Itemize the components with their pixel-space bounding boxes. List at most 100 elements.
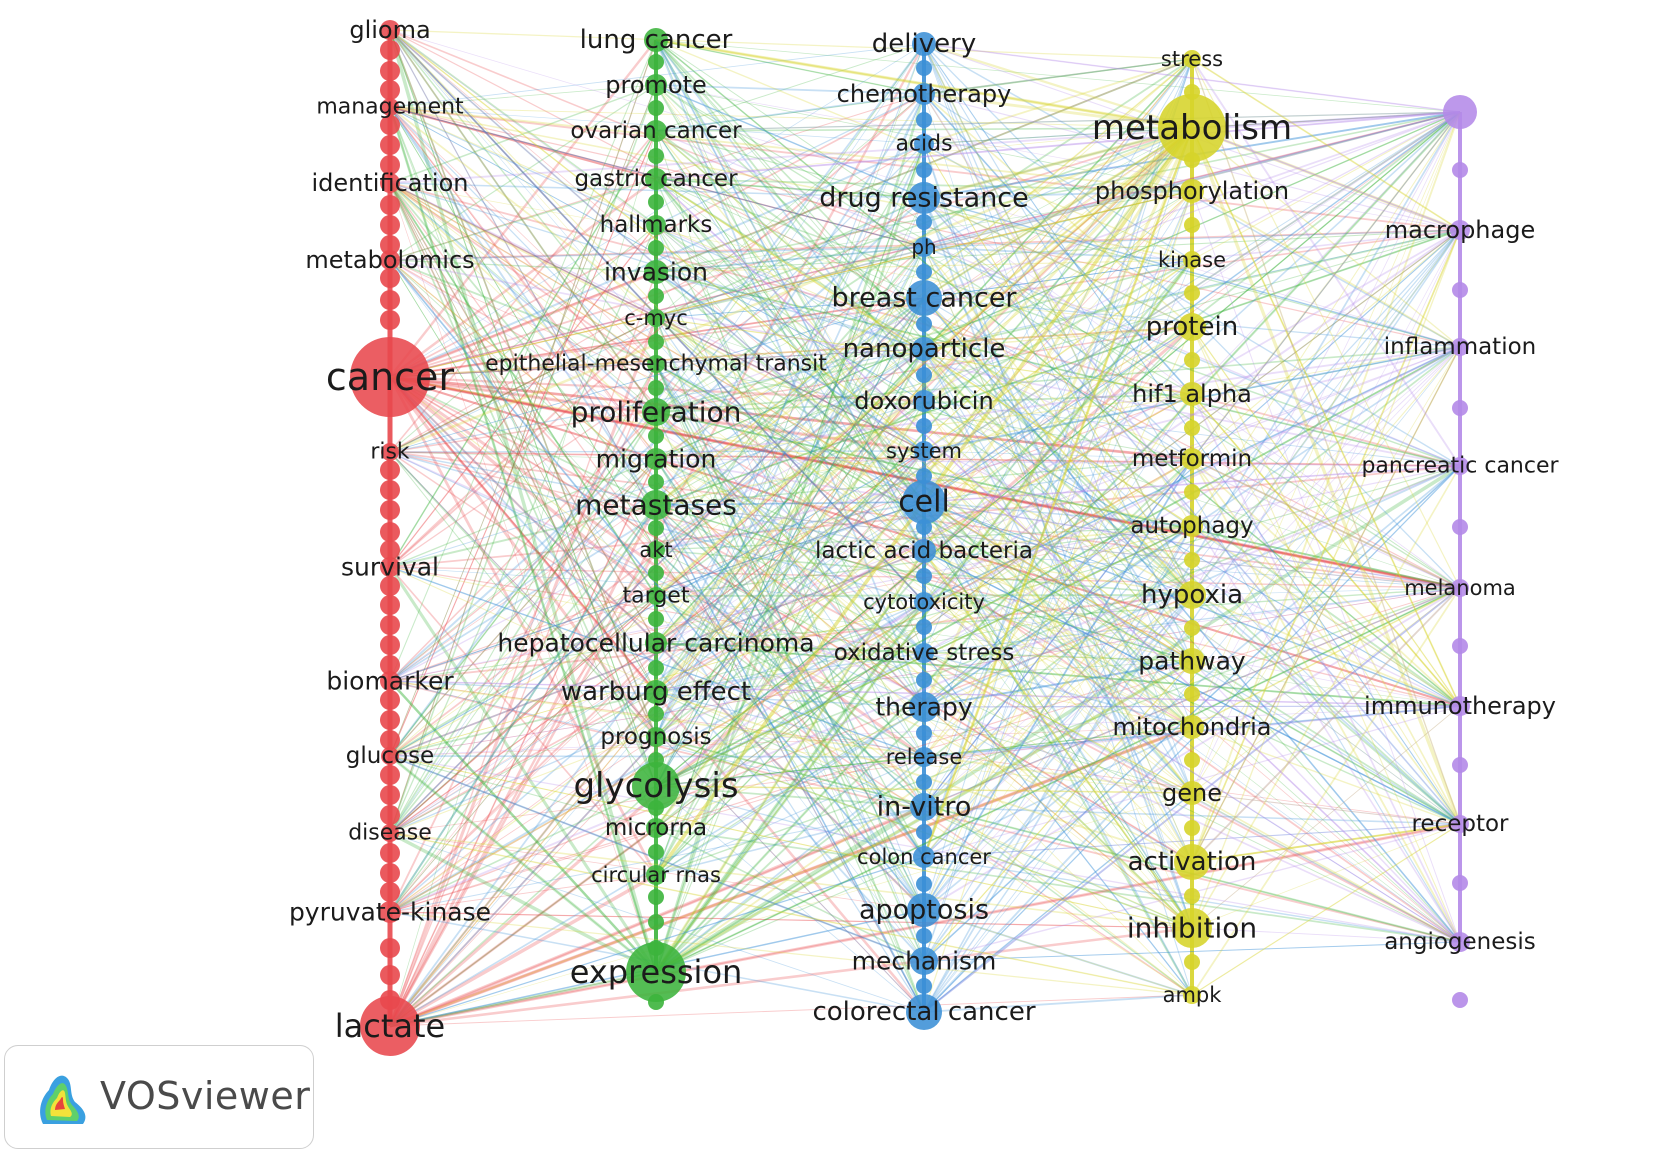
keyword-node[interactable]: [644, 680, 668, 704]
keyword-node[interactable]: [380, 805, 400, 825]
keyword-node[interactable]: [1451, 579, 1469, 597]
keyword-node[interactable]: [916, 725, 932, 741]
keyword-node[interactable]: [645, 120, 667, 142]
keyword-node[interactable]: [380, 655, 400, 675]
keyword-node[interactable]: [380, 635, 400, 655]
keyword-node[interactable]: [1184, 484, 1200, 500]
keyword-node[interactable]: [907, 893, 941, 927]
keyword-node[interactable]: [648, 844, 664, 860]
keyword-node[interactable]: [380, 615, 400, 635]
keyword-node[interactable]: [1183, 986, 1201, 1004]
keyword-node[interactable]: [1172, 908, 1212, 948]
keyword-node[interactable]: [380, 522, 400, 542]
keyword-node[interactable]: [646, 215, 666, 235]
keyword-node[interactable]: [380, 460, 400, 480]
keyword-node[interactable]: [916, 774, 932, 790]
keyword-node[interactable]: [914, 134, 934, 154]
keyword-node[interactable]: [913, 390, 935, 412]
keyword-node[interactable]: [1180, 715, 1204, 739]
keyword-node[interactable]: [1443, 95, 1477, 129]
keyword-node[interactable]: [916, 112, 932, 128]
keyword-node[interactable]: [914, 441, 934, 461]
keyword-node[interactable]: [902, 480, 946, 524]
keyword-node[interactable]: [913, 846, 935, 868]
keyword-node[interactable]: [912, 539, 936, 563]
keyword-node[interactable]: [381, 443, 399, 461]
keyword-node[interactable]: [906, 280, 942, 316]
keyword-node[interactable]: [1450, 220, 1470, 240]
keyword-node[interactable]: [1450, 932, 1470, 952]
keyword-node[interactable]: [910, 947, 938, 975]
keyword-node[interactable]: [648, 240, 664, 256]
keyword-node[interactable]: [380, 730, 400, 750]
keyword-node[interactable]: [644, 260, 668, 284]
keyword-node[interactable]: [914, 643, 934, 663]
keyword-node[interactable]: [1184, 888, 1200, 904]
keyword-node[interactable]: [909, 692, 939, 722]
keyword-node[interactable]: [916, 264, 932, 280]
keyword-node[interactable]: [648, 914, 664, 930]
keyword-node[interactable]: [380, 540, 400, 560]
keyword-node[interactable]: [380, 882, 400, 902]
keyword-node[interactable]: [916, 367, 932, 383]
keyword-node[interactable]: [916, 162, 932, 178]
keyword-node[interactable]: [380, 195, 400, 215]
keyword-node[interactable]: [1184, 954, 1200, 970]
keyword-node[interactable]: [916, 568, 932, 584]
keyword-node[interactable]: [380, 843, 400, 863]
keyword-node[interactable]: [648, 611, 664, 627]
keyword-node[interactable]: [648, 380, 664, 396]
keyword-node[interactable]: [380, 290, 400, 310]
keyword-node[interactable]: [626, 942, 686, 1002]
keyword-node[interactable]: [1178, 581, 1206, 609]
keyword-node[interactable]: [380, 938, 400, 958]
keyword-node[interactable]: [648, 334, 664, 350]
keyword-node[interactable]: [380, 173, 400, 193]
keyword-node[interactable]: [1452, 519, 1468, 535]
keyword-node[interactable]: [646, 727, 666, 747]
keyword-node[interactable]: [648, 100, 664, 116]
keyword-node[interactable]: [380, 671, 400, 691]
keyword-node[interactable]: [648, 54, 664, 70]
keyword-node[interactable]: [648, 706, 664, 722]
keyword-node[interactable]: [645, 632, 667, 654]
keyword-node[interactable]: [380, 80, 400, 100]
keyword-node[interactable]: [380, 20, 400, 40]
keyword-node[interactable]: [1451, 457, 1469, 475]
keyword-node[interactable]: [645, 168, 667, 190]
keyword-node[interactable]: [908, 182, 940, 214]
keyword-node[interactable]: [380, 115, 400, 135]
keyword-node[interactable]: [1183, 50, 1201, 68]
keyword-node[interactable]: [1451, 815, 1469, 833]
keyword-node[interactable]: [914, 237, 934, 257]
keyword-node[interactable]: [1179, 648, 1205, 674]
keyword-node[interactable]: [1184, 285, 1200, 301]
keyword-node[interactable]: [916, 60, 932, 76]
keyword-node[interactable]: [380, 576, 400, 596]
keyword-node[interactable]: [1184, 686, 1200, 702]
keyword-node[interactable]: [1174, 844, 1210, 880]
keyword-node[interactable]: [379, 901, 401, 923]
keyword-node[interactable]: [632, 762, 680, 810]
keyword-node[interactable]: [648, 520, 664, 536]
keyword-node[interactable]: [380, 500, 400, 520]
keyword-node[interactable]: [912, 337, 936, 361]
keyword-node[interactable]: [916, 672, 932, 688]
keyword-node[interactable]: [1184, 820, 1200, 836]
keyword-node[interactable]: [1184, 620, 1200, 636]
keyword-node[interactable]: [913, 83, 935, 105]
keyword-node[interactable]: [1183, 251, 1201, 269]
keyword-node[interactable]: [648, 428, 664, 444]
keyword-node[interactable]: [380, 785, 400, 805]
keyword-node[interactable]: [380, 595, 400, 615]
keyword-node[interactable]: [1452, 282, 1468, 298]
keyword-node[interactable]: [647, 541, 665, 559]
keyword-node[interactable]: [380, 765, 400, 785]
keyword-node[interactable]: [1184, 752, 1200, 768]
keyword-node[interactable]: [648, 148, 664, 164]
keyword-node[interactable]: [914, 747, 934, 767]
keyword-node[interactable]: [380, 250, 400, 270]
keyword-node[interactable]: [381, 747, 399, 765]
keyword-node[interactable]: [380, 965, 400, 985]
keyword-node[interactable]: [646, 865, 666, 885]
